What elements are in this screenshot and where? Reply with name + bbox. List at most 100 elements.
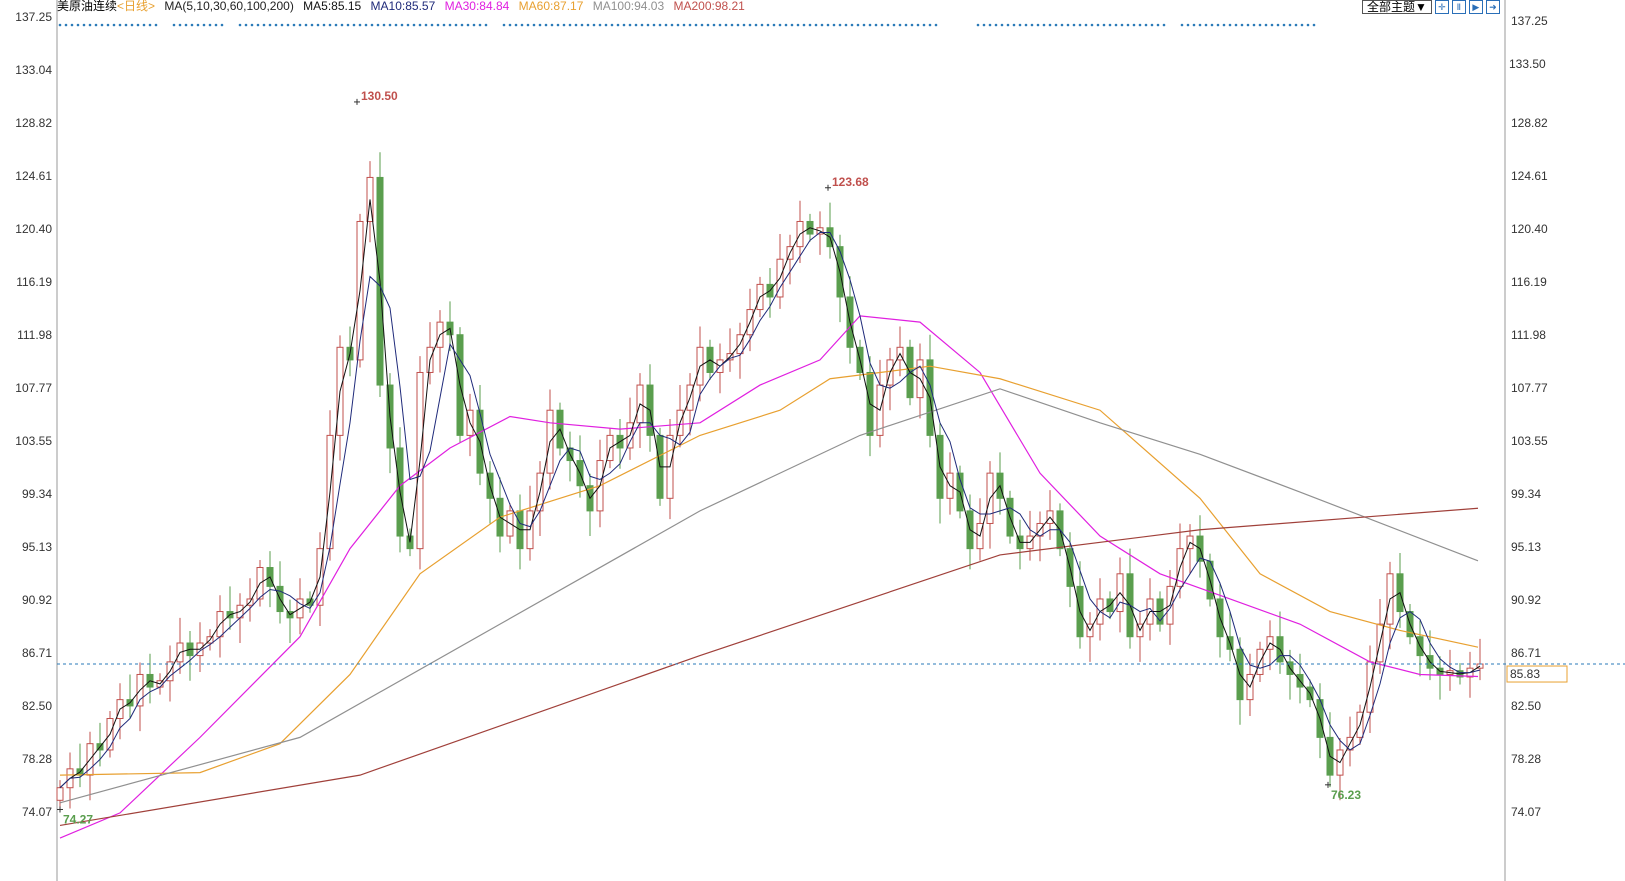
signal-dot [274,23,278,27]
signal-dot [874,23,878,27]
signal-dot [808,23,812,27]
signal-dot [508,23,512,27]
signal-dot [130,23,134,27]
signal-dot [802,23,806,27]
signal-dot [250,23,254,27]
signal-dot [898,23,902,27]
signal-dot [1072,23,1076,27]
signal-dot [1198,23,1202,27]
signal-dot [484,23,488,27]
signal-dot [652,23,656,27]
signal-dot [928,23,932,27]
signal-dot [1144,23,1148,27]
signal-dot [1012,23,1016,27]
signal-dot [202,23,206,27]
signal-dot [850,23,854,27]
signal-dot [322,23,326,27]
signal-dot [58,23,62,27]
signal-dot [1084,23,1088,27]
signal-dot [934,23,938,27]
y-tick-label-left: 82.50 [22,699,52,713]
signal-dot [544,23,548,27]
signal-dot [820,23,824,27]
signal-dot [670,23,674,27]
signal-dot [454,23,458,27]
signal-dot [328,23,332,27]
signal-dot [604,23,608,27]
signal-dot [1294,23,1298,27]
ma-line-ma60 [59,365,1479,776]
signal-dot [358,23,362,27]
signal-dot [1258,23,1262,27]
signal-dot [868,23,872,27]
signal-dot [592,23,596,27]
signal-dot [718,23,722,27]
signal-dot [760,23,764,27]
zoom-in-icon[interactable]: Ⅱ [1451,0,1466,14]
signal-dot [238,23,242,27]
exit-icon[interactable]: ➜ [1485,0,1500,14]
signal-dot [88,23,92,27]
signal-dot [778,23,782,27]
y-tick-label-right: 103.55 [1511,434,1548,448]
ma-params[interactable]: MA(5,10,30,60,100,200) [164,0,294,13]
signal-dot [712,23,716,27]
y-tick-label-left: 128.82 [15,116,52,130]
y-tick-label-left: 107.77 [15,381,52,395]
signal-dot [340,23,344,27]
ma5-value: MA5:85.15 [303,0,362,13]
y-tick-label-left: 90.92 [22,593,52,607]
chart-header: 美原油连续<日线> MA(5,10,30,60,100,200) MA5:85.… [57,0,751,14]
signal-dot [1264,23,1268,27]
signal-dot [1000,23,1004,27]
signal-dot [730,23,734,27]
signal-dot [1036,23,1040,27]
toolbar: 全部主题▼ ✛ Ⅱ ▶ ➜ [1362,0,1500,14]
signal-dot [538,23,542,27]
signal-dot [316,23,320,27]
high-price-label: 123.68 [832,175,869,189]
y-tick-label-right: 116.19 [1511,275,1547,289]
signal-dot [1054,23,1058,27]
signal-dot [466,23,470,27]
signal-dot [1114,23,1118,27]
signal-dot [1204,23,1208,27]
signal-dot [286,23,290,27]
ma-line-ma200 [59,507,1479,827]
signal-dot [994,23,998,27]
signal-dot [682,23,686,27]
signal-dot [892,23,896,27]
signal-dot [388,23,392,27]
signal-dot [64,23,68,27]
play-icon[interactable]: ▶ [1468,0,1483,14]
signal-dot [628,23,632,27]
signal-dot [1120,23,1124,27]
signal-dot [1024,23,1028,27]
signal-dot [814,23,818,27]
signal-dot [1162,23,1166,27]
signal-dot [784,23,788,27]
y-tick-label-left: 103.55 [15,434,52,448]
signal-dot [208,23,212,27]
signal-dot [262,23,266,27]
signal-dot [118,23,122,27]
y-tick-label-left: 78.28 [22,752,52,766]
crosshair-icon[interactable]: ✛ [1434,0,1449,14]
signal-dot [382,23,386,27]
y-tick-label-left: 86.71 [22,646,52,660]
signal-dot [1288,23,1292,27]
last-price-label: 85.83 [1510,667,1540,681]
signal-dot [520,23,524,27]
signal-dot [298,23,302,27]
y-tick-label-left: 74.07 [22,805,52,819]
theme-dropdown[interactable]: 全部主题▼ [1362,0,1432,14]
period-selector[interactable]: <日线> [117,0,156,13]
signal-dot [826,23,830,27]
signal-dot [922,23,926,27]
ma-line-ma30 [59,315,1479,839]
y-tick-label-right: 90.92 [1511,593,1541,607]
signal-dot [1150,23,1154,27]
signal-dot [1156,23,1160,27]
signal-dot [220,23,224,27]
